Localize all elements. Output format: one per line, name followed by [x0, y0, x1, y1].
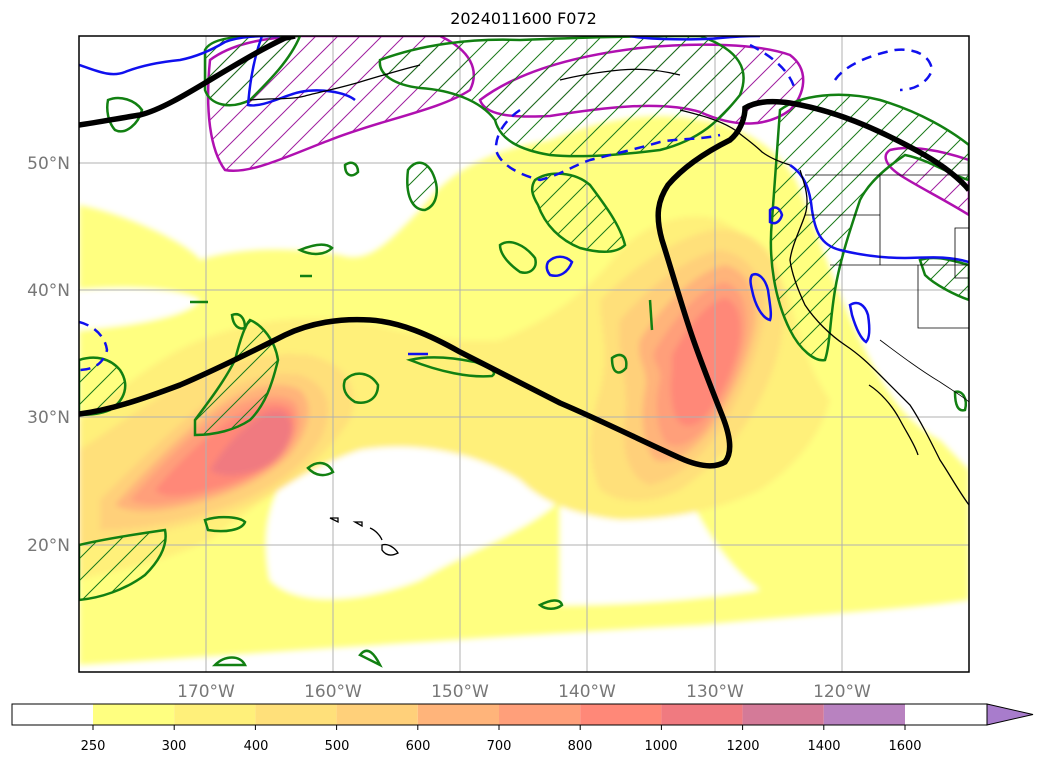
colorbar-ticks	[92, 725, 906, 730]
colorbar-tick-label: 800	[568, 739, 593, 754]
lon-label-150w: 150°W	[431, 682, 489, 702]
colorbar-tick-label: 1400	[807, 739, 840, 754]
colorbar-tick-label: 500	[325, 739, 350, 754]
colorbar-tick-label: 600	[406, 739, 431, 754]
colorbar-swatch	[499, 704, 581, 725]
map-frame	[78, 35, 970, 673]
colorbar-extend-arrow	[986, 703, 1034, 726]
colorbar-swatch	[336, 704, 418, 725]
colorbar-tick-label: 1200	[726, 739, 759, 754]
lon-label-120w: 120°W	[813, 682, 871, 702]
colorbar-swatch	[174, 704, 256, 725]
lat-labels: 50°N 40°N 30°N 20°N	[27, 154, 70, 556]
colorbar-tick-label: 250	[81, 739, 106, 754]
colorbar: 250 300 400 500 600 700 800 1000 1200 14…	[11, 703, 1034, 754]
lon-labels: 170°W 160°W 150°W 140°W 130°W 120°W	[177, 682, 871, 702]
state-borders	[805, 174, 969, 403]
lon-label-140w: 140°W	[558, 682, 616, 702]
colorbar-swatch	[661, 704, 743, 725]
colorbar-tick-label: 1600	[888, 739, 921, 754]
lat-label-30n: 30°N	[27, 408, 70, 428]
blue-dashed-contours	[79, 43, 934, 372]
colorbar-tick-label: 1000	[644, 739, 677, 754]
black-contour-line	[79, 36, 969, 469]
lat-label-50n: 50°N	[27, 154, 70, 174]
colorbar-swatch	[255, 704, 337, 725]
colorbar-swatch	[12, 704, 93, 725]
colorbar-swatch	[823, 704, 905, 725]
lat-label-40n: 40°N	[27, 281, 70, 301]
colorbar-swatch	[742, 704, 824, 725]
lat-label-20n: 20°N	[27, 536, 70, 556]
lon-label-130w: 130°W	[686, 682, 744, 702]
coastlines	[249, 64, 969, 556]
lon-label-170w: 170°W	[177, 682, 235, 702]
colorbar-tick-label: 700	[487, 739, 512, 754]
colorbar-tick-label: 400	[244, 739, 269, 754]
blue-solid-contours	[79, 36, 969, 356]
map-plot-area	[79, 36, 969, 672]
colorbar-swatch	[93, 704, 175, 725]
lon-label-160w: 160°W	[304, 682, 362, 702]
colorbar-swatch	[417, 704, 499, 725]
colorbar-swatches	[12, 704, 905, 725]
map-title: 2024011600 F072	[450, 9, 597, 28]
colorbar-swatch	[580, 704, 662, 725]
colorbar-tick-label: 300	[162, 739, 187, 754]
